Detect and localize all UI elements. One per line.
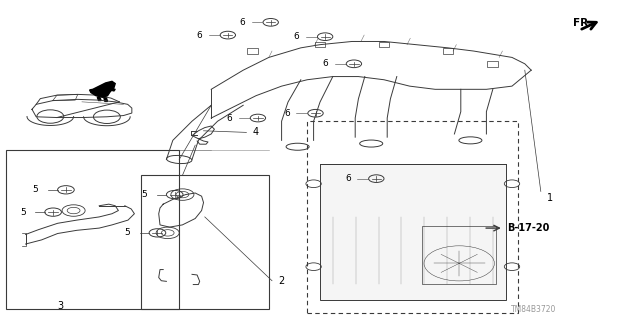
Text: 5: 5 [33, 185, 38, 194]
Polygon shape [104, 97, 108, 101]
Polygon shape [90, 81, 115, 97]
Text: B-17-20: B-17-20 [508, 223, 550, 233]
Bar [422, 226, 497, 284]
Polygon shape [108, 88, 115, 91]
Text: 5: 5 [141, 190, 147, 199]
Text: 6: 6 [196, 31, 202, 40]
Text: 6: 6 [239, 18, 245, 27]
Text: 5: 5 [20, 208, 26, 217]
Text: 4: 4 [253, 127, 259, 137]
Bar [307, 121, 518, 313]
Text: 6: 6 [294, 32, 300, 41]
Text: 6: 6 [345, 174, 351, 183]
Text: 6: 6 [227, 114, 232, 122]
Text: 2: 2 [278, 276, 285, 286]
Bar [6, 150, 179, 309]
Text: 6: 6 [284, 109, 290, 118]
Bar [141, 175, 269, 309]
Polygon shape [97, 97, 101, 100]
Text: 6: 6 [323, 59, 328, 68]
Text: 3: 3 [58, 301, 64, 311]
Text: 1: 1 [547, 193, 554, 203]
Text: TM84B3720: TM84B3720 [511, 305, 557, 314]
Text: FR.: FR. [573, 18, 592, 28]
Text: 5: 5 [124, 228, 130, 237]
Bar [320, 164, 506, 300]
